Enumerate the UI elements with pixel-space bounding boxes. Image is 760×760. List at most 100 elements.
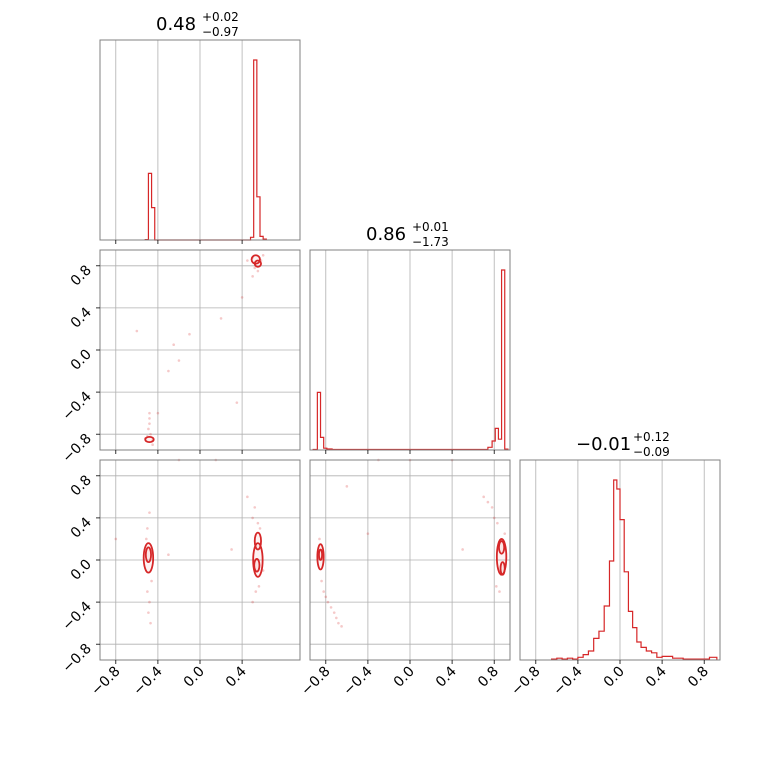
density-contour xyxy=(144,435,155,444)
sample-point xyxy=(320,579,323,583)
hist-panel-2: 0.86 +0.01−1.73 xyxy=(309,220,511,454)
density-contour xyxy=(250,254,261,265)
sample-point xyxy=(324,595,328,599)
sample-point xyxy=(177,359,181,362)
x-tick-label: −0.8 xyxy=(88,664,123,699)
x-tick-label: −0.4 xyxy=(340,663,375,698)
sample-point xyxy=(167,369,170,373)
title-lower-error: −0.97 xyxy=(202,25,239,39)
sample-point xyxy=(148,422,151,425)
density-contour xyxy=(318,548,324,561)
sample-point xyxy=(149,621,152,625)
sample-point xyxy=(167,553,170,557)
sample-point xyxy=(135,329,139,333)
sample-point xyxy=(461,548,464,551)
sample-point xyxy=(503,532,507,535)
x-tick-label: 0.0 xyxy=(391,664,418,691)
title-upper-error: +0.02 xyxy=(202,10,239,24)
sample-point xyxy=(148,417,151,420)
sample-point xyxy=(151,443,154,447)
sample-point xyxy=(490,506,494,509)
sample-point xyxy=(256,269,260,273)
sample-point xyxy=(148,511,151,514)
sample-point xyxy=(366,532,370,535)
sample-point xyxy=(148,600,151,604)
x-tick-label: −0.8 xyxy=(298,664,333,699)
sample-point xyxy=(253,506,257,509)
density-contour xyxy=(253,558,261,573)
sample-point xyxy=(256,521,260,525)
sample-point xyxy=(246,259,249,262)
pair-panel-3 xyxy=(309,458,511,664)
sample-point xyxy=(257,585,261,588)
y-tick-label: 0.8 xyxy=(68,472,95,499)
sample-point xyxy=(482,495,485,499)
sample-point xyxy=(219,317,223,320)
sample-point xyxy=(326,600,330,604)
sample-point xyxy=(318,537,321,541)
sample-point xyxy=(254,590,258,593)
x-tick-label: −0.4 xyxy=(130,663,165,698)
hist-title-2: 0.86 xyxy=(366,224,406,245)
sample-point xyxy=(145,537,148,541)
sample-point xyxy=(188,332,191,336)
sample-point xyxy=(148,411,151,415)
sample-point xyxy=(498,590,501,593)
density-contour xyxy=(253,259,262,268)
histogram-step-line xyxy=(312,269,509,451)
histogram-step-line xyxy=(550,479,718,660)
y-tick-label: −0.4 xyxy=(59,599,94,634)
sample-point xyxy=(495,585,498,588)
sample-point xyxy=(335,616,338,620)
sample-point xyxy=(251,600,254,604)
sample-point xyxy=(114,537,118,541)
y-tick-label: 0.0 xyxy=(68,347,95,374)
y-tick-label: 0.8 xyxy=(68,262,95,289)
y-tick-label: −0.8 xyxy=(59,641,94,676)
x-tick-label: 0.4 xyxy=(643,663,670,690)
hist-panel-1: 0.48 +0.02−0.97 xyxy=(99,10,301,244)
sample-point xyxy=(329,606,333,609)
sample-point xyxy=(492,516,496,520)
hist-title-1: 0.48 xyxy=(156,14,196,35)
sample-point xyxy=(146,590,149,593)
sample-point xyxy=(332,611,336,614)
sample-point xyxy=(345,485,349,488)
sample-point xyxy=(235,401,239,404)
y-tick-label: −0.8 xyxy=(59,431,94,466)
y-tick-label: 0.0 xyxy=(68,557,95,584)
sample-point xyxy=(251,516,254,520)
y-tick-label: −0.4 xyxy=(59,389,94,424)
sample-point xyxy=(172,343,175,347)
x-tick-label: 0.8 xyxy=(685,664,712,691)
x-tick-label: 0.0 xyxy=(601,664,628,691)
pair-panel-2: −0.8 −0.4 0.0 0.4 0.8 xyxy=(59,458,301,676)
x-tick-label: −0.8 xyxy=(508,664,543,699)
sample-point xyxy=(261,253,265,257)
y-tick-label: 0.4 xyxy=(68,304,95,331)
title-upper-error: +0.12 xyxy=(633,430,670,444)
x-tick-label: 0.4 xyxy=(433,663,460,690)
x-tick-label: 0.4 xyxy=(223,663,250,690)
density-contour xyxy=(253,531,262,551)
histogram-step-line xyxy=(144,59,267,241)
sample-point xyxy=(496,521,499,525)
sample-point xyxy=(340,625,343,628)
x-tick-label: 0.8 xyxy=(475,664,502,691)
sample-point xyxy=(146,527,149,530)
density-contour xyxy=(498,540,506,555)
sample-point xyxy=(253,266,257,270)
y-tick-label: 0.4 xyxy=(68,514,95,541)
sample-point xyxy=(258,527,262,530)
title-lower-error: −0.09 xyxy=(633,445,670,459)
sample-point xyxy=(230,548,233,551)
sample-point xyxy=(147,611,150,614)
x-tick-label: 0.0 xyxy=(181,664,208,691)
sample-point xyxy=(246,495,249,499)
title-upper-error: +0.01 xyxy=(412,220,449,234)
x-tick-label: −0.4 xyxy=(550,663,585,698)
sample-point xyxy=(147,427,150,431)
sample-point xyxy=(150,579,153,583)
sample-point xyxy=(486,500,490,504)
density-contour xyxy=(499,561,506,576)
